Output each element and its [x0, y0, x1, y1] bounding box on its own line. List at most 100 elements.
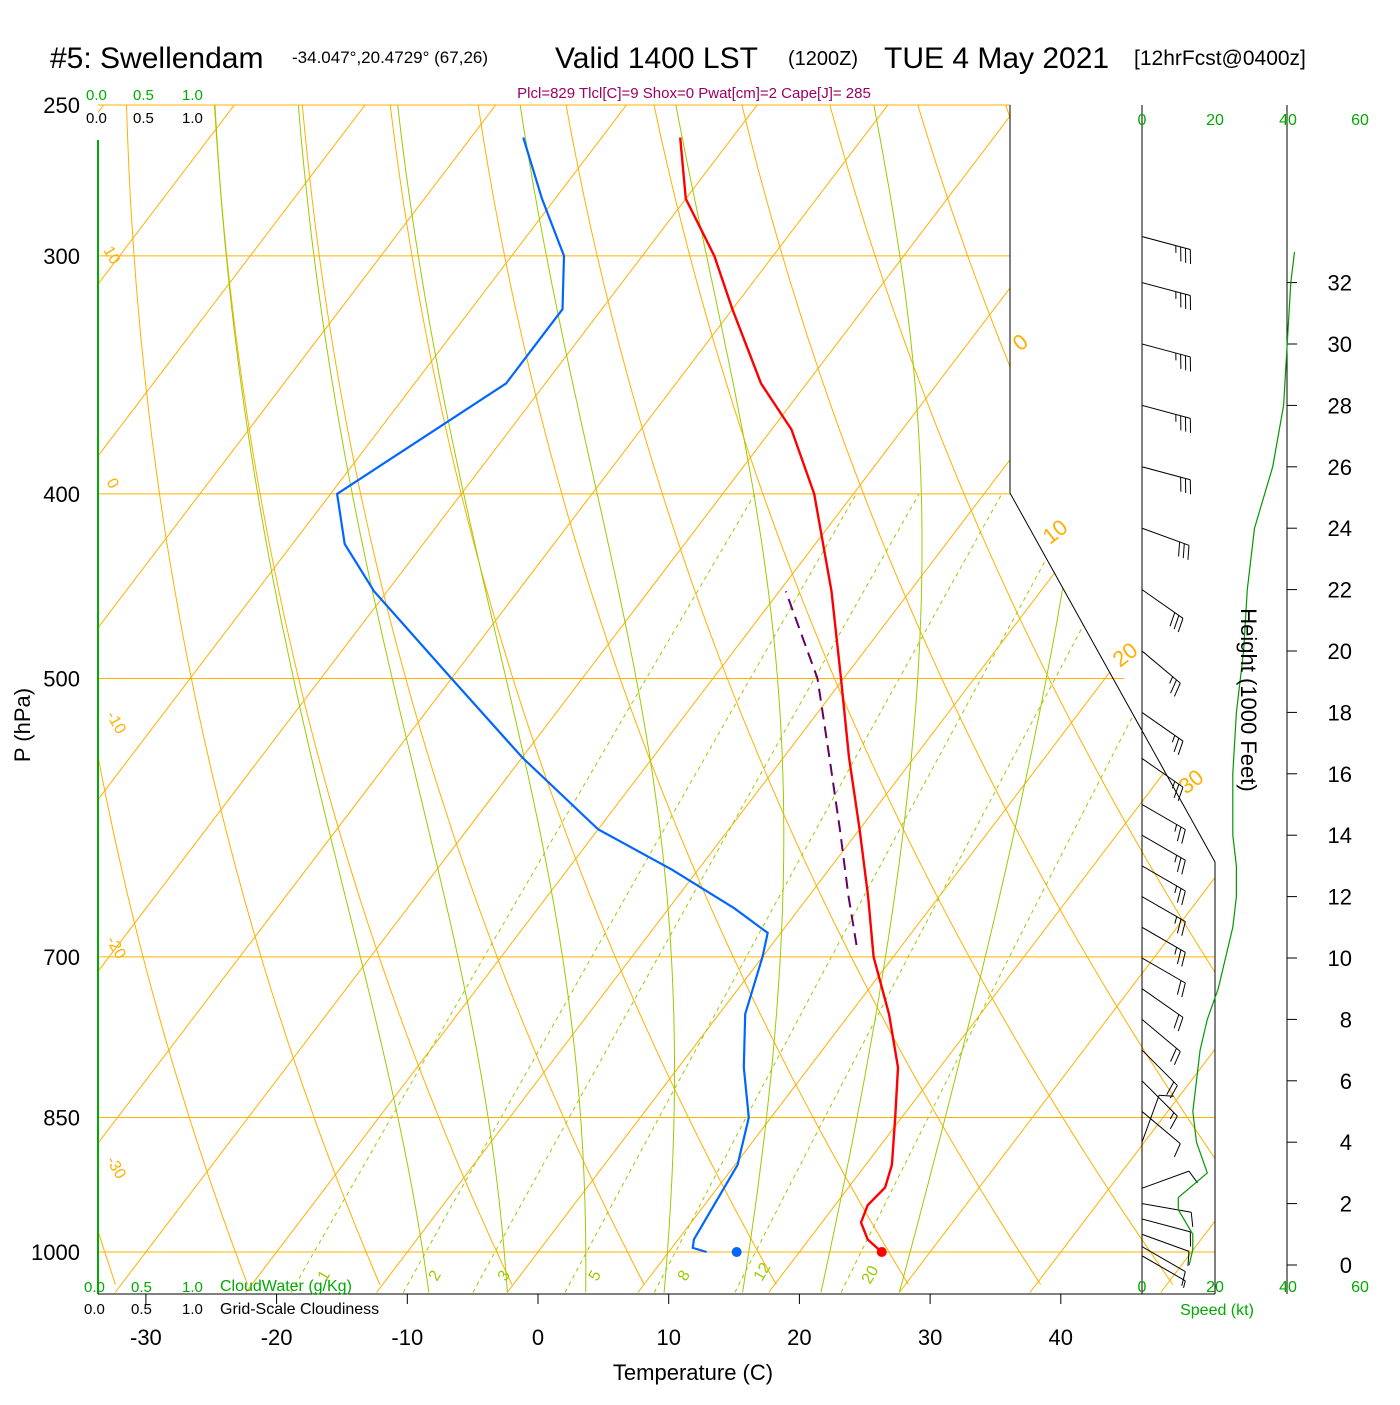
x-tick-label: 40 [1049, 1325, 1073, 1350]
dry-adiabat [302, 105, 644, 1285]
speed-scale-bottom-20: 20 [1206, 1279, 1224, 1296]
wind-barb-flag [1189, 1171, 1198, 1183]
mixing-ratio-label: 12 [751, 1260, 775, 1284]
wind-barb-flag [1188, 1251, 1189, 1266]
dry-adiabat [390, 105, 776, 1285]
forecast-date: TUE 4 May 2021 [884, 42, 1109, 75]
isotherm [0, 71, 914, 1292]
wind-barb-flag [1175, 855, 1177, 862]
wind-barb-flag [1174, 1052, 1180, 1065]
dry-adiabat-label: -30 [103, 1154, 129, 1183]
wind-barb-staff [1142, 897, 1185, 922]
wind-barb [1142, 405, 1191, 432]
wind-barb-staff [1142, 528, 1189, 545]
wind-barb [1142, 528, 1189, 560]
isotherm-label: 20 [1108, 637, 1143, 672]
height-tick-label: 26 [1328, 455, 1352, 480]
mixing-ratio-label: 20 [859, 1263, 883, 1287]
speed-axis-label: Speed (kt) [1180, 1302, 1254, 1319]
wind-barb [1142, 1171, 1198, 1188]
isotherm [638, 71, 1400, 1292]
wind-barb-flag [1175, 917, 1177, 924]
isotherm-label: 30 [1174, 764, 1209, 799]
x-tick-label: 30 [918, 1325, 942, 1350]
cloudiness-scale-top-05: 0.5 [133, 110, 154, 127]
moist-adiabat [676, 105, 784, 1292]
dry-adiabat [127, 105, 380, 1285]
plot-frame [98, 105, 1287, 1294]
height-tick-label: 28 [1328, 393, 1352, 418]
mixing-ratio-line [291, 494, 755, 1293]
wind-barb-flag [1170, 613, 1175, 627]
height-tick-label: 0 [1340, 1253, 1352, 1278]
wind-barb [1142, 283, 1191, 310]
x-tick-label: -20 [261, 1325, 293, 1350]
wind-barb-flag [1179, 542, 1180, 557]
wind-barb [1142, 712, 1183, 754]
height-tick-label: 10 [1328, 946, 1352, 971]
height-tick-label: 14 [1328, 823, 1352, 848]
isotherm [0, 71, 260, 1292]
height-tick-label: 6 [1340, 1069, 1352, 1094]
speed-scale-bottom-40: 40 [1279, 1279, 1297, 1296]
moist-adiabat [821, 105, 922, 1292]
cloudiness-label: Grid-Scale Cloudiness [220, 1301, 379, 1318]
parcel-path [786, 591, 857, 945]
height-tick-label: 30 [1328, 332, 1352, 357]
speed-scale-top-60: 60 [1351, 112, 1369, 129]
moist-adiabat [298, 105, 507, 1292]
p-tick-label: 300 [43, 244, 80, 269]
wind-barb-staff [1142, 1204, 1191, 1213]
wind-barb [1142, 835, 1185, 874]
dry-adiabat-label: 0 [103, 476, 122, 492]
wind-barb-flag [1174, 1144, 1180, 1157]
isotherm [246, 71, 1175, 1292]
mixing-ratio-line [841, 494, 1248, 1293]
wind-barb-flag [1171, 680, 1177, 693]
wind-barb-flag [1174, 1015, 1179, 1029]
p-tick-label: 250 [43, 93, 80, 118]
p-tick-label: 1000 [31, 1240, 80, 1265]
wind-barb-staff [1142, 405, 1190, 418]
wind-barb-staff [1142, 927, 1185, 952]
wind-barb-flag [1184, 1281, 1186, 1288]
wind-barb-staff [1142, 958, 1185, 983]
dry-adiabat [742, 105, 1305, 1285]
wind-barb-flag [1171, 1048, 1177, 1061]
wind-barb-flag [1177, 827, 1181, 841]
x-tick-label: 0 [532, 1325, 544, 1350]
wind-barb [1142, 866, 1185, 905]
height-tick-label: 8 [1340, 1007, 1352, 1032]
cloudiness-scale-bottom-0: 0.0 [84, 1301, 105, 1318]
p-tick-label: 850 [43, 1106, 80, 1131]
height-tick-label: 22 [1328, 578, 1352, 603]
wind-barb [1142, 805, 1185, 844]
wind-barb-staff [1142, 283, 1190, 296]
wind-barb-flag [1182, 860, 1186, 874]
temperature-line [680, 138, 898, 1253]
wind-barb-flag [1170, 677, 1173, 684]
x-axis-title: Temperature (C) [613, 1360, 773, 1385]
cloudiness-scale-top-1: 1.0 [182, 110, 203, 127]
dry-adiabat-label: -20 [103, 934, 129, 963]
wind-barb-flag [1188, 545, 1189, 560]
dry-adiabat [654, 105, 1173, 1285]
wind-barb-flag [1182, 952, 1186, 966]
wind-barb [1142, 958, 1185, 997]
wind-barb [1142, 1219, 1191, 1246]
cloud-scale-bottom-1: 1.0 [182, 1279, 203, 1296]
height-tick-label: 2 [1340, 1192, 1352, 1217]
wind-barb-flag [1177, 981, 1181, 995]
isotherm-label: 10 [1038, 514, 1073, 549]
moist-adiabat [899, 105, 1101, 1292]
mixing-ratio-line [473, 494, 919, 1293]
plot-right-border [1010, 105, 1215, 1294]
wind-barb-flag [1174, 615, 1179, 629]
p-tick-label: 500 [43, 667, 80, 692]
wind-barb [1142, 927, 1185, 966]
x-tick-label: -30 [130, 1325, 162, 1350]
height-tick-label: 32 [1328, 271, 1352, 296]
speed-scale-bottom-0: 0 [1138, 1279, 1147, 1296]
wind-barb-flag [1182, 891, 1186, 905]
